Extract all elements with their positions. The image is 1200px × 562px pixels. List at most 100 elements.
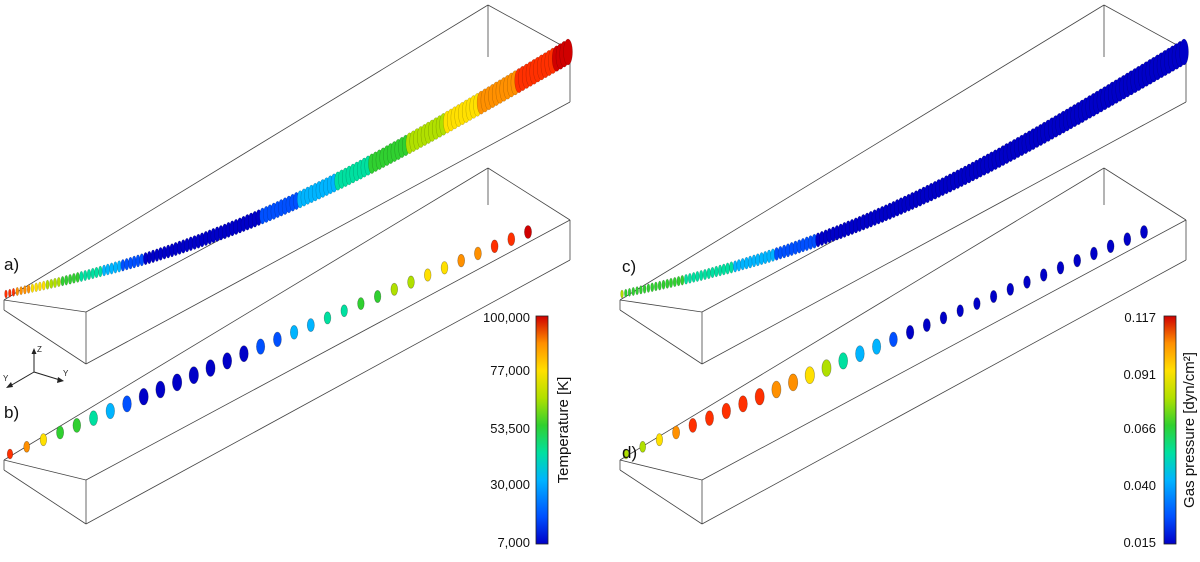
cross-section-slice xyxy=(905,325,915,340)
tube-ring xyxy=(4,289,8,299)
cross-section-slice xyxy=(239,345,249,363)
tube-ring xyxy=(672,276,677,288)
cross-section-slice xyxy=(39,433,48,447)
cross-section-slice xyxy=(889,331,898,348)
colorbar-temperature-gradient xyxy=(535,315,549,545)
cross-section-slice xyxy=(222,352,232,370)
cross-section-slice xyxy=(1056,261,1065,275)
cross-section-slice xyxy=(474,246,482,261)
cross-section-slice xyxy=(138,388,149,406)
cross-section-slice xyxy=(1140,225,1148,239)
colorbar-pressure: 0.117 0.091 0.066 0.040 0.015 Gas pressu… xyxy=(1123,310,1198,550)
cross-section-slice xyxy=(989,290,998,303)
tube-ring xyxy=(699,269,704,282)
axis-label-right: Y xyxy=(63,369,69,378)
tube-ring xyxy=(710,266,715,279)
tube-ring xyxy=(620,289,624,299)
tube-ring xyxy=(714,265,719,278)
tube-ring xyxy=(684,274,689,285)
cross-section-slice xyxy=(256,338,266,355)
cross-section-slice xyxy=(89,410,98,426)
tube-ring xyxy=(64,274,69,286)
tube-ring xyxy=(79,270,84,282)
tube-ring xyxy=(86,268,92,281)
cross-section-slice xyxy=(973,297,981,310)
cb-temp-tick-3: 30,000 xyxy=(490,477,530,492)
cross-section-slice xyxy=(1006,282,1014,296)
cross-section-slice xyxy=(390,282,398,296)
cross-section-slice xyxy=(771,380,782,399)
cross-section-slice xyxy=(323,311,332,325)
tube-ring xyxy=(657,280,662,291)
tube-ring xyxy=(706,267,711,280)
tube-ring xyxy=(627,287,632,297)
cb-press-tick-4: 0.015 xyxy=(1123,535,1156,550)
tube-ring xyxy=(687,272,692,284)
tube-ring xyxy=(1179,38,1189,66)
cross-section-slice xyxy=(721,402,731,420)
cross-section-slice xyxy=(1090,246,1098,261)
tube-ring xyxy=(71,272,76,284)
cross-section-slice xyxy=(357,297,365,310)
cross-section-slice xyxy=(754,388,765,406)
cross-section-slice xyxy=(838,352,849,370)
tube-ring xyxy=(30,283,35,293)
cross-section-slice xyxy=(1023,275,1031,289)
cross-section-slice xyxy=(939,311,948,325)
tube-ring xyxy=(665,278,670,289)
cross-section-slice xyxy=(705,410,714,426)
tube-ring xyxy=(94,266,99,279)
tube-ring xyxy=(53,277,57,288)
cross-section-slice xyxy=(155,380,166,399)
tube-ring xyxy=(49,278,54,289)
cross-section-slice xyxy=(788,373,799,392)
tube-ring xyxy=(11,287,16,297)
tube-ring xyxy=(109,262,114,275)
tube-ring xyxy=(34,282,39,293)
tube-ring xyxy=(650,282,655,293)
tube-ring xyxy=(631,287,636,296)
tube-ring xyxy=(680,274,685,286)
tube-ring xyxy=(45,279,50,290)
tube-ring xyxy=(90,267,95,280)
cross-section-slice xyxy=(639,440,647,453)
cross-section-slice xyxy=(424,268,432,282)
cb-temp-tick-0: 100,000 xyxy=(483,310,530,325)
cross-section-slice xyxy=(188,366,199,385)
axes-triad: Y Z Y xyxy=(3,345,69,388)
cross-section-slice xyxy=(672,425,680,440)
axis-label-up: Z xyxy=(37,345,42,354)
cross-section-slice xyxy=(1123,232,1132,246)
cross-section-slice xyxy=(6,448,14,460)
tube-ring xyxy=(19,286,23,296)
tube-ring xyxy=(56,276,61,288)
tube-ring xyxy=(702,268,708,281)
tube-ring xyxy=(736,259,742,272)
tube-c-pressure xyxy=(620,38,1189,299)
cross-section-slice xyxy=(956,304,964,318)
tube-ring xyxy=(113,261,118,274)
cross-section-slice xyxy=(56,425,64,440)
cross-section-slice xyxy=(23,440,31,453)
cross-section-slice xyxy=(273,331,282,348)
tube-ring xyxy=(669,277,673,288)
cb-temp-tick-4: 7,000 xyxy=(497,535,530,550)
cross-section-slice xyxy=(457,254,466,268)
panel-label-c: c) xyxy=(622,257,636,276)
cross-section-slice xyxy=(655,433,664,447)
tube-ring xyxy=(624,288,628,298)
cb-press-tick-0: 0.117 xyxy=(1124,310,1156,325)
tube-ring xyxy=(120,259,126,272)
cross-section-slice xyxy=(688,418,697,433)
cross-section-slice xyxy=(507,232,516,246)
cb-press-tick-3: 0.040 xyxy=(1123,478,1156,493)
panel-label-b: b) xyxy=(4,403,19,422)
cb-temp-tick-1: 77,000 xyxy=(490,363,530,378)
cb-temp-tick-2: 53,500 xyxy=(490,421,530,436)
tube-ring xyxy=(691,272,696,283)
axis-label-left: Y xyxy=(3,374,9,383)
cb-temp-title: Temperature [K] xyxy=(555,377,572,484)
tube-ring xyxy=(98,265,103,278)
tube-ring xyxy=(717,264,723,277)
tube-ring xyxy=(8,288,12,298)
